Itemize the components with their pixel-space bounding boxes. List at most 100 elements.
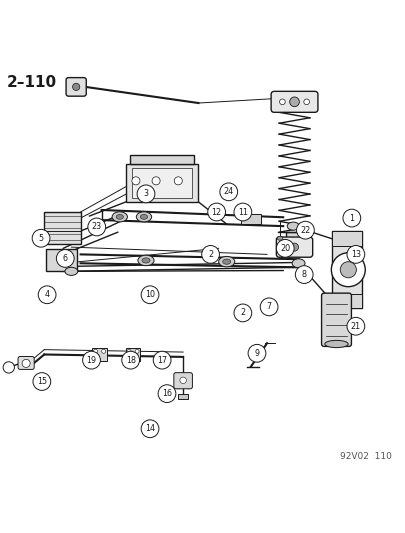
- FancyBboxPatch shape: [174, 373, 192, 389]
- Circle shape: [234, 203, 252, 221]
- Text: 12: 12: [211, 207, 222, 216]
- FancyBboxPatch shape: [322, 293, 352, 346]
- FancyBboxPatch shape: [286, 232, 303, 243]
- Circle shape: [132, 177, 140, 185]
- Circle shape: [33, 373, 51, 390]
- Ellipse shape: [141, 214, 147, 219]
- Text: 5: 5: [38, 234, 44, 243]
- Circle shape: [290, 97, 299, 107]
- Circle shape: [135, 349, 139, 353]
- Text: 19: 19: [86, 356, 96, 365]
- Ellipse shape: [223, 259, 231, 264]
- Circle shape: [94, 349, 98, 353]
- Circle shape: [22, 359, 30, 367]
- Ellipse shape: [142, 258, 150, 263]
- Text: 17: 17: [157, 356, 167, 365]
- FancyBboxPatch shape: [18, 357, 34, 369]
- Circle shape: [343, 209, 361, 227]
- FancyBboxPatch shape: [241, 214, 261, 224]
- Text: 7: 7: [266, 302, 272, 311]
- FancyBboxPatch shape: [271, 91, 318, 112]
- Circle shape: [180, 377, 186, 384]
- Circle shape: [102, 349, 106, 353]
- Circle shape: [137, 185, 155, 203]
- FancyBboxPatch shape: [276, 237, 313, 257]
- FancyBboxPatch shape: [332, 231, 362, 246]
- Circle shape: [141, 420, 159, 438]
- Ellipse shape: [219, 256, 235, 267]
- FancyBboxPatch shape: [46, 249, 77, 271]
- Text: 9: 9: [254, 349, 260, 358]
- Text: 92V02  110: 92V02 110: [340, 452, 392, 461]
- Circle shape: [174, 177, 182, 185]
- Text: 21: 21: [351, 322, 361, 331]
- Circle shape: [72, 83, 80, 91]
- Text: 13: 13: [351, 250, 361, 259]
- Text: 23: 23: [92, 222, 102, 231]
- FancyBboxPatch shape: [126, 164, 198, 202]
- Text: 6: 6: [63, 254, 68, 263]
- Ellipse shape: [287, 222, 299, 230]
- Circle shape: [56, 249, 74, 268]
- Circle shape: [152, 177, 160, 185]
- Ellipse shape: [292, 259, 305, 268]
- Ellipse shape: [138, 255, 154, 265]
- FancyBboxPatch shape: [178, 394, 188, 399]
- Text: 20: 20: [280, 244, 290, 253]
- Circle shape: [38, 286, 56, 304]
- Text: 4: 4: [45, 290, 49, 299]
- Text: 2–110: 2–110: [7, 75, 57, 90]
- Circle shape: [304, 99, 309, 104]
- Circle shape: [296, 221, 314, 239]
- Text: 3: 3: [143, 189, 149, 198]
- Circle shape: [141, 286, 159, 304]
- Text: 1: 1: [350, 214, 354, 223]
- Ellipse shape: [112, 212, 128, 222]
- Circle shape: [3, 362, 15, 373]
- Ellipse shape: [277, 236, 283, 240]
- Text: 14: 14: [145, 424, 155, 433]
- FancyBboxPatch shape: [130, 155, 194, 164]
- Circle shape: [331, 253, 365, 287]
- Circle shape: [234, 304, 252, 322]
- Text: 24: 24: [224, 187, 234, 196]
- Text: 10: 10: [145, 290, 155, 299]
- Text: 18: 18: [126, 356, 136, 365]
- Circle shape: [290, 243, 298, 251]
- Circle shape: [202, 246, 220, 263]
- Text: 2: 2: [240, 309, 245, 318]
- Circle shape: [279, 99, 285, 104]
- Text: 2: 2: [208, 250, 213, 259]
- Circle shape: [220, 183, 238, 201]
- Ellipse shape: [116, 214, 124, 219]
- Circle shape: [153, 351, 171, 369]
- FancyBboxPatch shape: [332, 294, 362, 308]
- FancyBboxPatch shape: [126, 349, 141, 360]
- FancyBboxPatch shape: [132, 167, 192, 198]
- FancyBboxPatch shape: [44, 212, 81, 244]
- Circle shape: [122, 351, 140, 369]
- FancyBboxPatch shape: [92, 349, 107, 360]
- Text: 16: 16: [162, 389, 172, 398]
- Circle shape: [340, 262, 356, 278]
- Circle shape: [260, 298, 278, 316]
- Ellipse shape: [325, 341, 348, 348]
- Circle shape: [347, 246, 365, 263]
- Circle shape: [347, 317, 365, 335]
- Circle shape: [295, 265, 313, 284]
- Circle shape: [32, 229, 50, 247]
- Text: 22: 22: [300, 225, 311, 235]
- Circle shape: [127, 349, 131, 353]
- Text: 8: 8: [302, 270, 307, 279]
- Circle shape: [88, 218, 106, 236]
- Text: 15: 15: [37, 377, 47, 386]
- Ellipse shape: [65, 268, 78, 276]
- Circle shape: [83, 351, 100, 369]
- Ellipse shape: [136, 212, 151, 222]
- Circle shape: [208, 203, 226, 221]
- Circle shape: [276, 239, 294, 257]
- Circle shape: [248, 344, 266, 362]
- FancyBboxPatch shape: [66, 78, 86, 96]
- FancyBboxPatch shape: [332, 231, 362, 308]
- Circle shape: [158, 385, 176, 402]
